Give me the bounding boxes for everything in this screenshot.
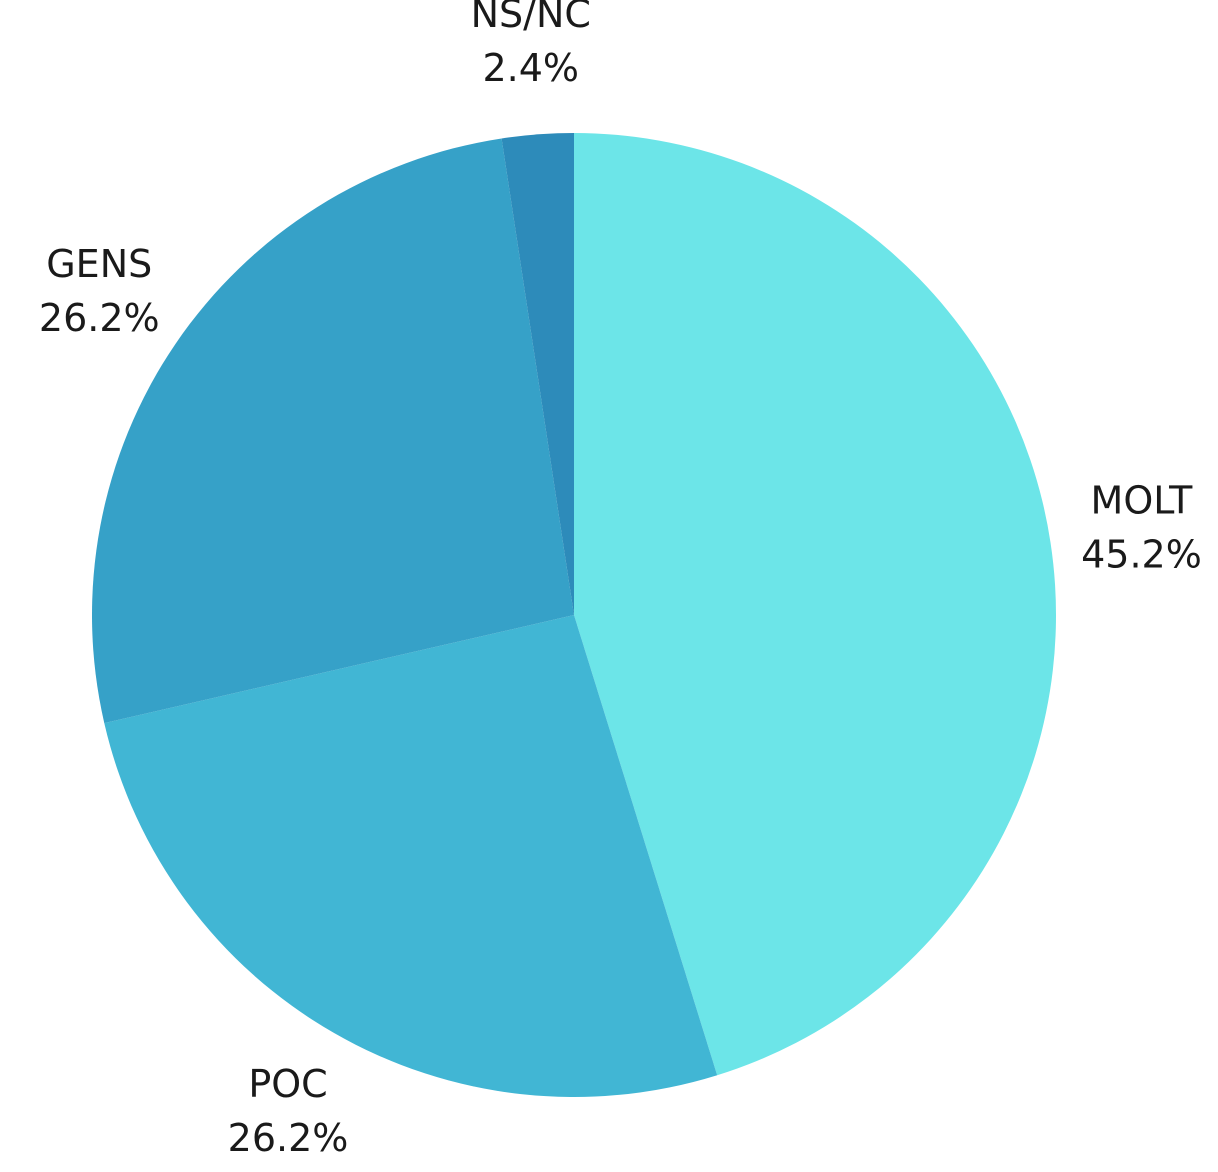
slice-value-label: 26.2% [228,1116,349,1160]
pie-slice [92,138,575,724]
slice-label: NS/NC [471,0,591,36]
pie-slice [104,615,718,1098]
pie-slice [501,133,574,615]
pie-slice [574,133,1057,1076]
slice-label: GENS [46,242,152,286]
slice-value-label: 45.2% [1081,532,1202,576]
slice-value-label: 26.2% [39,296,160,340]
slice-label: MOLT [1091,478,1194,522]
slice-label: POC [248,1062,327,1106]
slice-value-label: 2.4% [482,46,579,90]
